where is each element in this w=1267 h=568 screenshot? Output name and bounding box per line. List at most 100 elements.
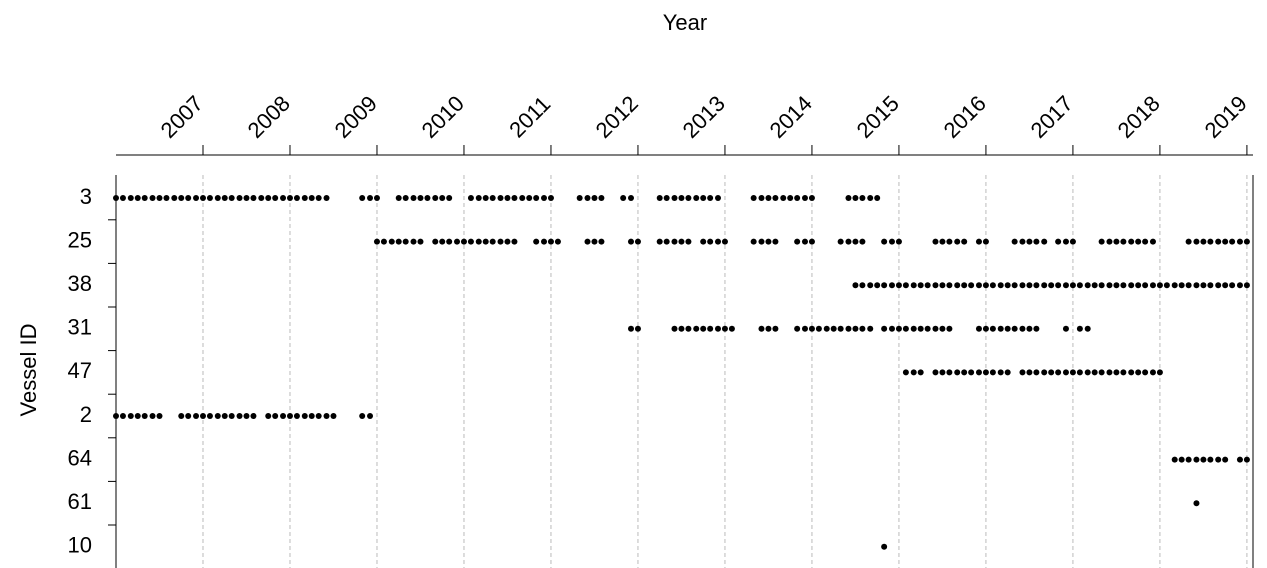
- dot: [228, 413, 235, 419]
- y-tick-label: 38: [68, 271, 92, 296]
- dot: [265, 413, 272, 419]
- dot: [620, 195, 627, 201]
- dot: [446, 238, 453, 245]
- dot: [1120, 238, 1127, 245]
- x-tick-label: 2015: [852, 91, 904, 143]
- dot: [714, 238, 721, 245]
- dot: [707, 325, 714, 332]
- dot: [1215, 282, 1222, 289]
- dot: [1004, 369, 1011, 376]
- dot: [1135, 238, 1142, 245]
- dot: [765, 238, 772, 245]
- x-tick-label: 2007: [156, 91, 208, 143]
- dot: [460, 238, 467, 245]
- dot: [149, 195, 156, 201]
- dot: [961, 282, 968, 289]
- dot: [975, 282, 982, 289]
- dot: [1055, 369, 1062, 376]
- dot: [1004, 282, 1011, 289]
- dot: [1055, 282, 1062, 289]
- dot: [323, 413, 330, 419]
- dot: [265, 195, 272, 201]
- dot: [671, 325, 678, 332]
- dot: [432, 195, 439, 201]
- dot: [852, 238, 859, 245]
- dot: [627, 325, 634, 332]
- dot: [989, 282, 996, 289]
- dot: [388, 238, 395, 245]
- dot: [954, 369, 961, 376]
- dot: [1156, 369, 1163, 376]
- dot: [808, 325, 815, 332]
- dot: [1229, 282, 1236, 289]
- dot: [765, 325, 772, 332]
- dot: [402, 238, 409, 245]
- dot: [1011, 325, 1018, 332]
- dot: [533, 195, 540, 201]
- dot: [780, 195, 787, 201]
- dot: [1004, 325, 1011, 332]
- dot: [902, 369, 909, 376]
- dot: [917, 325, 924, 332]
- dot: [308, 195, 315, 201]
- dot: [547, 195, 554, 201]
- dot: [1185, 456, 1192, 463]
- dot: [113, 413, 119, 419]
- dot: [1106, 282, 1113, 289]
- dot: [1076, 325, 1083, 332]
- dot: [1041, 238, 1048, 245]
- dot: [975, 238, 982, 245]
- dot: [1229, 238, 1236, 245]
- dot: [1062, 325, 1069, 332]
- dot: [1243, 282, 1250, 289]
- dot: [1019, 238, 1026, 245]
- dot: [1048, 369, 1055, 376]
- dot: [178, 195, 185, 201]
- dot: [852, 325, 859, 332]
- dot: [758, 325, 765, 332]
- dot: [1178, 456, 1185, 463]
- dot: [497, 238, 504, 245]
- dot: [707, 238, 714, 245]
- dot: [975, 325, 982, 332]
- dot: [852, 195, 859, 201]
- dot: [1084, 282, 1091, 289]
- dot: [547, 238, 554, 245]
- dot: [323, 195, 330, 201]
- dot: [808, 195, 815, 201]
- dot: [1193, 456, 1200, 463]
- dot: [924, 325, 931, 332]
- dot: [1222, 456, 1229, 463]
- dot: [750, 195, 757, 201]
- dot: [497, 195, 504, 201]
- dot: [1207, 282, 1214, 289]
- dot: [1019, 282, 1026, 289]
- dot: [946, 238, 953, 245]
- dot: [301, 195, 308, 201]
- dot: [598, 238, 605, 245]
- dot: [584, 238, 591, 245]
- dot: [1120, 282, 1127, 289]
- dot: [156, 195, 163, 201]
- dot: [721, 325, 728, 332]
- dot: [591, 238, 598, 245]
- dot: [794, 238, 801, 245]
- dot: [867, 282, 874, 289]
- dot: [1215, 238, 1222, 245]
- dot: [1076, 369, 1083, 376]
- dot: [874, 282, 881, 289]
- dot: [830, 325, 837, 332]
- dot: [1084, 369, 1091, 376]
- dot: [286, 195, 293, 201]
- dot: [402, 195, 409, 201]
- dot: [1069, 369, 1076, 376]
- dot: [541, 238, 548, 245]
- dot: [467, 195, 474, 201]
- dot: [801, 195, 808, 201]
- dot: [1193, 500, 1200, 507]
- dot: [395, 195, 402, 201]
- dot: [584, 195, 591, 201]
- dot: [258, 195, 265, 201]
- dot: [989, 325, 996, 332]
